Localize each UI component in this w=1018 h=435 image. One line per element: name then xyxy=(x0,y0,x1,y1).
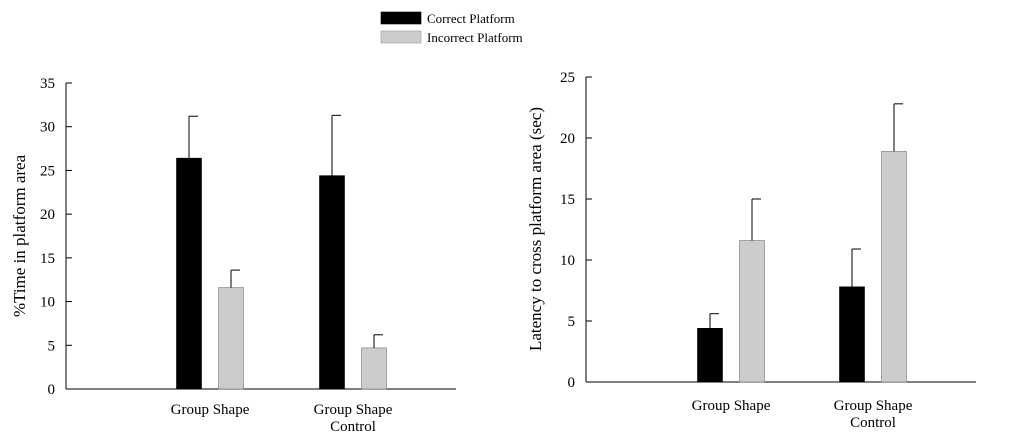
y-tick-label: 10 xyxy=(40,295,55,311)
bar xyxy=(176,157,202,390)
y-tick-label: 5 xyxy=(568,314,576,330)
y-tick-label: 15 xyxy=(40,251,55,267)
bar xyxy=(319,175,345,390)
chart-panel-1: 0 5 10 15 20 25 30 35 %Time in platform area Grou… xyxy=(10,76,456,435)
y-tick-label: 5 xyxy=(48,338,56,354)
y-tick-label: 30 xyxy=(40,120,55,136)
category-label: Group Shape Control xyxy=(834,398,913,431)
legend-swatch-2 xyxy=(380,30,422,44)
y-tick-label: 35 xyxy=(40,76,55,92)
y-tick-label: 25 xyxy=(40,163,55,179)
category-label: Group Shape Control xyxy=(314,402,393,435)
chart-panel-2: 0 5 10 15 20 25 Latency to cross platform area… xyxy=(526,70,976,431)
legend-swatch-1 xyxy=(380,11,422,25)
bar xyxy=(218,287,244,390)
y-tick-label: 15 xyxy=(560,192,575,208)
y-tick-label: 10 xyxy=(560,253,575,269)
y-tick-label: 25 xyxy=(560,70,575,86)
bar xyxy=(697,328,723,383)
bar xyxy=(361,347,387,390)
category-label: Group Shape xyxy=(692,398,771,414)
bar xyxy=(881,151,907,383)
y-tick-label: 0 xyxy=(48,382,56,398)
legend-label-2: Incorrect Platform xyxy=(427,30,523,45)
y-tick-label: 20 xyxy=(40,207,55,223)
bar xyxy=(739,240,765,383)
y-axis-label: %Time in platform area xyxy=(10,154,29,317)
y-tick-label: 0 xyxy=(568,375,576,391)
y-axis-label: Latency to cross platform area (sec) xyxy=(526,107,545,351)
y-tick-label: 20 xyxy=(560,131,575,147)
category-label: Group Shape xyxy=(171,402,250,418)
bar xyxy=(839,286,865,383)
legend-label-1: Correct Platform xyxy=(427,11,515,26)
legend: Correct Platform Incorrect Platform xyxy=(380,11,523,45)
